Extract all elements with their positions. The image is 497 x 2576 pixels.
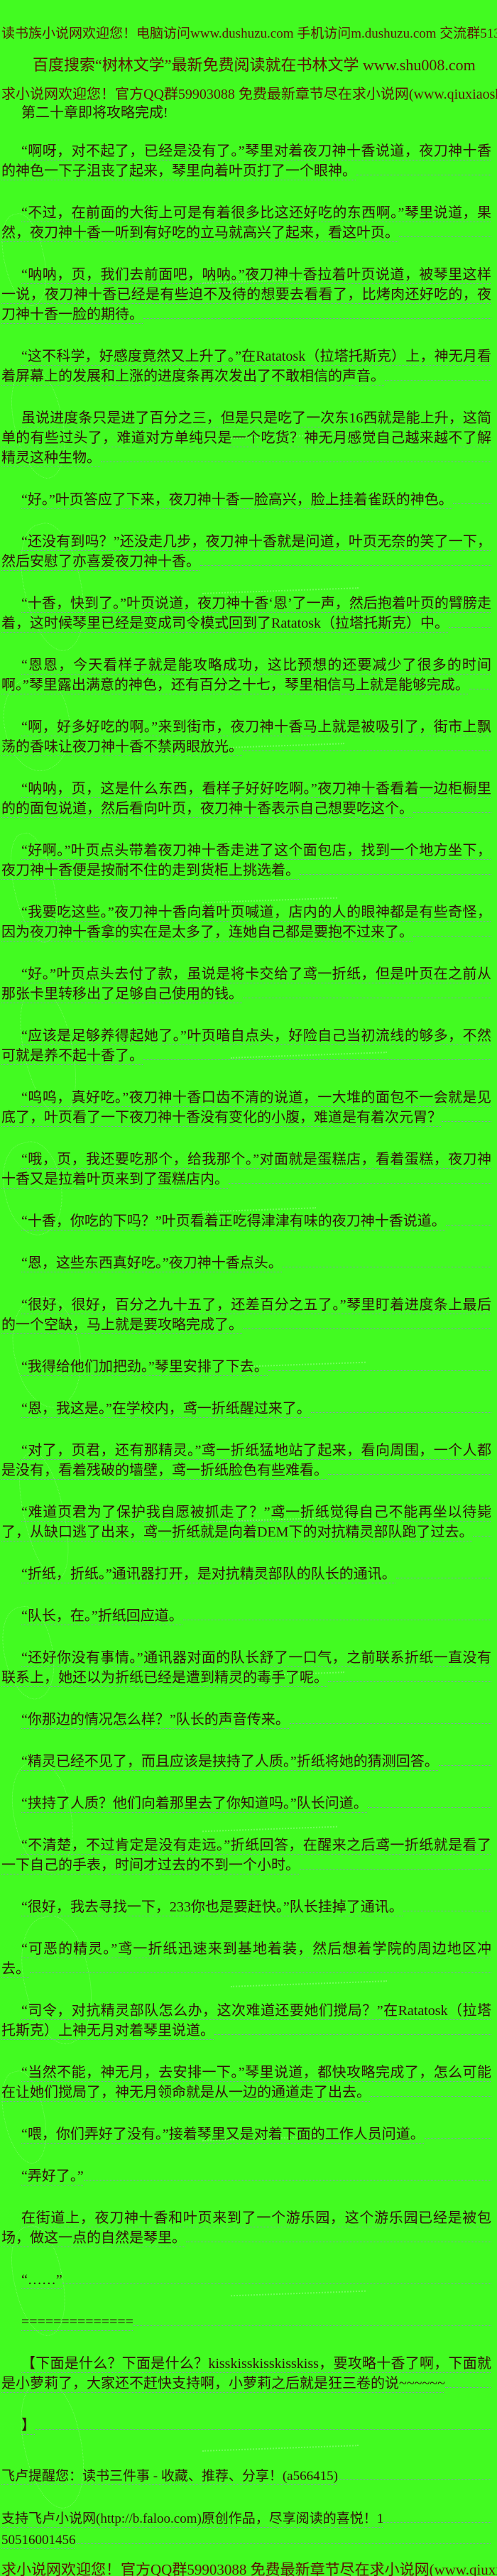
header-promo-line-1: 读书族小说网欢迎您！电脑访问www.dushuzu.com 手机访问m.dush… (1, 26, 497, 41)
novel-paragraph: 】 (1, 2416, 491, 2435)
chapter-title: 第二十章即将攻略完成! (21, 105, 168, 121)
novel-paragraph: “队长，在。”折纸回应道。 (1, 1606, 491, 1626)
novel-paragraph: “你那边的情况怎么样？”队长的声音传来。 (1, 1710, 491, 1730)
novel-paragraph: “应该是足够养得起她了。”叶页暗自点头，好险自己当初流线的够多，不然可就是养不起… (1, 1026, 491, 1066)
novel-paragraph: “不清楚，不过肯定是没有走远。”折纸回答，在醒来之后鸢一折纸就是看了一下自己的手… (1, 1835, 491, 1875)
novel-paragraph: 虽说进度条只是进了百分之三，但是只是吃了一次东16西就是能上升，这简单的有些过头… (1, 408, 491, 468)
novel-paragraph: “好。”叶页答应了下来，夜刀神十香一脸高兴，脸上挂着雀跃的神色。 (1, 490, 491, 510)
header-promo-line-3: 求小说网欢迎您！官方QQ群59903088 免费最新章节尽在求小说网(www.q… (1, 87, 497, 102)
novel-paragraph: “呜呜，真好吃。”夜刀神十香口齿不清的说道，一大堆的面包不一会就是见底了，叶页看… (1, 1088, 491, 1128)
novel-paragraph: “这不科学，好感度竟然又上升了。”在Ratatosk（拉塔托斯克）上，神无月看着… (1, 346, 491, 386)
novel-paragraph: “可恶的精灵。”鸢一折纸迅速来到基地着装，然后想着学院的周边地区冲去。 (1, 1939, 491, 1979)
footer-promo-line-1: 求小说网欢迎您！官方QQ群59903088 免费最新章节尽在求小说网(www.q… (1, 2561, 497, 2576)
novel-paragraph: “十香，你吃的下吗？”叶页看着正吃得津津有味的夜刀神十香说道。 (1, 1211, 491, 1231)
novel-paragraph: “很好，很好，百分之九十五了，还差百分之五了。”琴里盯着进度条上最后的一个空缺，… (1, 1295, 491, 1335)
header-promo-line-2: 百度搜索“树林文学”最新免费阅读就在书林文学 www.shu008.com (33, 56, 476, 74)
novel-paragraph: “还好你没有事情。”通讯器对面的队长舒了一口气，之前联系折纸一直没有联系上，她还… (1, 1648, 491, 1688)
novel-paragraph: “精灵已经不见了，而且应该是挟持了人质。”折纸将她的猜测回答。 (1, 1752, 491, 1772)
novel-body: “啊呀，对不起了，已经是没有了。”琴里对着夜刀神十香说道，夜刀神十香的神色一下子… (1, 141, 491, 2435)
novel-paragraph: “折纸，折纸。”通讯器打开，是对抗精灵部队的队长的通讯。 (1, 1564, 491, 1584)
novel-paragraph: “啊，好多好吃的啊。”来到街市，夜刀神十香马上就是被吸引了，街市上飘荡的香味让夜… (1, 717, 491, 757)
novel-paragraph: “十香，快到了。”叶页说道，夜刀神十香‘恩’了一声，然后抱着叶页的臂膀走着，这时… (1, 594, 491, 633)
novel-paragraph: “呐呐，页，这是什么东西，看样子好好吃啊。”夜刀神十香看着一边柜橱里的的面包说道… (1, 779, 491, 819)
novel-paragraph: “很好，我去寻找一下，233你也是要赶快。”队长挂掉了通讯。 (1, 1897, 491, 1917)
page-header: 读书族小说网欢迎您！电脑访问www.dushuzu.com 手机访问m.dush… (1, 26, 497, 121)
novel-paragraph: “难道页君为了保护我自愿被抓走了？”鸢一折纸觉得自己不能再坐以待毙了，从缺口逃了… (1, 1502, 491, 1542)
novel-paragraph: “我要吃这些。”夜刀神十香向着叶页喊道，店内的人的眼神都是有些奇怪，因为夜刀神十… (1, 902, 491, 942)
page-footer: 飞卢提醒您：读书三件事 - 收藏、推荐、分享！(a566415) 支持飞卢小说网… (1, 2468, 497, 2576)
novel-paragraph: “弄好了。” (1, 2166, 491, 2186)
novel-paragraph: “当然不能，神无月，去安排一下。”琴里说道，都快攻略完成了，怎么可能在让她们搅局… (1, 2063, 491, 2102)
novel-paragraph: “司令，对抗精灵部队怎么办，这次难道还要她们搅局？”在Ratatosk（拉塔托斯… (1, 2001, 491, 2041)
footer-support-line: 支持飞卢小说网(http://b.faloo.com)原创作品，尽享阅读的喜悦！… (1, 2511, 491, 2528)
novel-paragraph: “恩恩，今天看样子就是能攻略成功，这比预想的还要减少了很多的时间啊。”琴里露出满… (1, 655, 491, 695)
novel-paragraph: “挟持了人质？他们向着那里去了你知道吗。”队长问道。 (1, 1794, 491, 1813)
novel-paragraph: 在街道上，夜刀神十香和叶页来到了一个游乐园，这个游乐园已经是被包场，做这一点的自… (1, 2208, 491, 2248)
novel-paragraph: “恩，我这是。”在学校内，鸢一折纸醒过来了。 (1, 1399, 491, 1419)
novel-paragraph: “好。”叶页点头去付了款，虽说是将卡交给了鸢一折纸，但是叶页在之前从那张卡里转移… (1, 964, 491, 1004)
novel-paragraph: “不过，在前面的大街上可是有着很多比这还好吃的东西啊。”琴里说道，果然，夜刀神十… (1, 203, 491, 243)
novel-paragraph: “还没有到吗？”还没走几步，夜刀神十香就是问道，叶页无奈的笑了一下，然后安慰了亦… (1, 532, 491, 572)
footer-code-line: 50516001456 (1, 2532, 491, 2549)
footer-reminder-line: 飞卢提醒您：读书三件事 - 收藏、推荐、分享！(a566415) (1, 2468, 491, 2485)
novel-paragraph: “恩，这些东西真好吃。”夜刀神十香点头。 (1, 1253, 491, 1273)
novel-paragraph: “对了，页君，还有那精灵。”鸢一折纸猛地站了起来，看向周围，一个人都是没有，看着… (1, 1441, 491, 1480)
novel-paragraph: “啊呀，对不起了，已经是没有了。”琴里对着夜刀神十香说道，夜刀神十香的神色一下子… (1, 141, 491, 181)
novel-paragraph: “喂，你们弄好了没有。”接着琴里又是对着下面的工作人员问道。 (1, 2124, 491, 2144)
novel-paragraph: 【下面是什么？下面是什么？kisskisskisskisskiss，要攻略十香了… (1, 2354, 491, 2394)
novel-paragraph: ============== (1, 2312, 491, 2332)
novel-paragraph: “我得给他们加把劲。”琴里安排了下去。 (1, 1357, 491, 1377)
novel-paragraph: “……” (1, 2270, 491, 2290)
novel-paragraph: “呐呐，页，我们去前面吧，呐呐。”夜刀神十香拉着叶页说道，被琴里这样一说，夜刀神… (1, 265, 491, 324)
novel-paragraph: “哦，页，我还要吃那个，给我那个。”对面就是蛋糕店，看着蛋糕，夜刀神十香又是拉着… (1, 1150, 491, 1189)
novel-paragraph: “好啊。”叶页点头带着夜刀神十香走进了这个面包店，找到一个地方坐下，夜刀神十香便… (1, 841, 491, 880)
